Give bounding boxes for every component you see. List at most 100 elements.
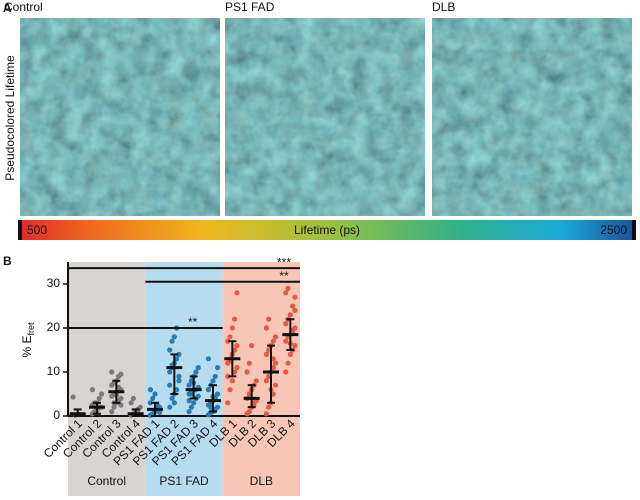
significance-label: ** bbox=[188, 315, 198, 329]
data-point bbox=[234, 290, 240, 296]
data-point bbox=[283, 338, 289, 344]
data-point bbox=[167, 382, 173, 388]
data-point bbox=[273, 334, 279, 340]
data-point bbox=[266, 404, 272, 410]
significance-label: *** bbox=[277, 255, 291, 269]
data-point bbox=[229, 378, 235, 384]
data-point bbox=[169, 338, 175, 344]
data-point bbox=[118, 371, 124, 377]
data-point bbox=[290, 303, 296, 309]
data-point bbox=[253, 378, 259, 384]
data-point bbox=[249, 343, 255, 349]
data-point bbox=[263, 411, 269, 417]
data-point bbox=[152, 391, 158, 397]
image-title: DLB bbox=[432, 0, 455, 14]
image-title: Control bbox=[4, 0, 43, 14]
data-point bbox=[263, 378, 269, 384]
data-point bbox=[171, 400, 177, 406]
data-point bbox=[292, 294, 298, 300]
data-point bbox=[234, 343, 240, 349]
data-point bbox=[215, 391, 221, 397]
data-point bbox=[225, 400, 231, 406]
data-point bbox=[283, 290, 289, 296]
data-point bbox=[210, 378, 216, 384]
colorbar-max: 2500 bbox=[600, 223, 627, 237]
data-point bbox=[287, 351, 293, 357]
significance-label: ** bbox=[279, 269, 289, 283]
data-point bbox=[186, 409, 192, 415]
data-point bbox=[292, 307, 298, 313]
data-point bbox=[244, 369, 250, 375]
group-band bbox=[145, 262, 223, 496]
micrograph-texture bbox=[20, 18, 220, 216]
data-point bbox=[205, 387, 211, 393]
data-point bbox=[157, 409, 163, 416]
data-point bbox=[215, 365, 221, 371]
data-point bbox=[273, 382, 279, 388]
data-point bbox=[147, 400, 153, 406]
image-panels: Control PS1 FAD DLB bbox=[4, 0, 632, 216]
data-point bbox=[193, 369, 199, 375]
group-label: DLB bbox=[250, 474, 273, 488]
data-point bbox=[167, 404, 173, 410]
data-point bbox=[188, 391, 194, 397]
data-point bbox=[70, 394, 76, 400]
data-point bbox=[191, 400, 197, 406]
data-point bbox=[169, 395, 175, 401]
data-point bbox=[246, 391, 252, 397]
data-point bbox=[283, 369, 289, 375]
data-point bbox=[273, 360, 279, 366]
data-point bbox=[167, 347, 173, 353]
data-point bbox=[188, 404, 194, 410]
data-point bbox=[232, 316, 238, 322]
data-point bbox=[150, 395, 156, 401]
y-tick-label: 20 bbox=[47, 320, 61, 334]
image-title: PS1 FAD bbox=[225, 0, 275, 14]
y-tick-label: 0 bbox=[53, 408, 60, 422]
data-point bbox=[128, 400, 134, 406]
data-point bbox=[270, 338, 276, 344]
data-point bbox=[195, 365, 201, 371]
colorbar-min: 500 bbox=[27, 223, 47, 237]
data-point bbox=[227, 334, 233, 340]
data-point bbox=[109, 369, 115, 375]
group-band bbox=[68, 262, 146, 496]
data-point bbox=[176, 373, 182, 379]
data-point bbox=[130, 395, 136, 401]
data-point bbox=[171, 334, 177, 340]
y-tick-label: 30 bbox=[47, 276, 61, 290]
data-point bbox=[118, 395, 124, 401]
y-label-sub: fret bbox=[26, 322, 36, 336]
data-point bbox=[283, 321, 289, 327]
data-point bbox=[225, 338, 231, 344]
data-point bbox=[99, 391, 105, 397]
colorbar-label: Lifetime (ps) bbox=[294, 223, 360, 237]
data-point bbox=[205, 356, 211, 362]
data-point bbox=[229, 325, 235, 331]
group-label: Control bbox=[87, 474, 126, 488]
data-point bbox=[246, 409, 252, 415]
colorbar-end bbox=[632, 220, 636, 240]
y-axis-label: % Efret bbox=[20, 322, 36, 358]
data-point bbox=[285, 360, 291, 366]
data-point bbox=[208, 404, 214, 410]
data-point bbox=[176, 378, 182, 384]
data-point bbox=[212, 373, 218, 379]
data-point bbox=[225, 373, 231, 379]
data-point bbox=[292, 343, 298, 349]
colorbar-end bbox=[18, 220, 22, 240]
data-point bbox=[263, 325, 269, 331]
data-point bbox=[263, 351, 269, 357]
data-point bbox=[285, 285, 291, 291]
data-point bbox=[167, 369, 173, 375]
panel-label: A bbox=[3, 1, 12, 15]
micrograph-texture bbox=[225, 18, 425, 216]
data-point bbox=[287, 312, 293, 318]
data-point bbox=[147, 387, 153, 393]
data-point bbox=[111, 404, 117, 410]
data-point bbox=[109, 409, 115, 415]
data-point bbox=[266, 316, 272, 322]
group-label: PS1 FAD bbox=[159, 474, 209, 488]
